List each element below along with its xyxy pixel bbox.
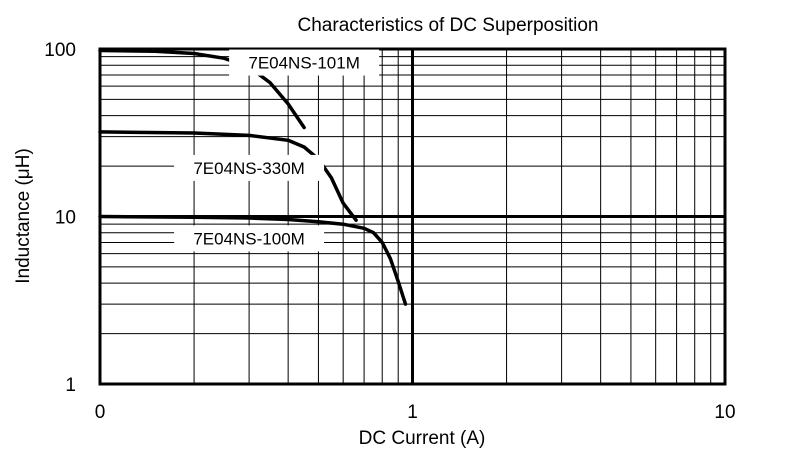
x-tick-label: 1 <box>407 402 418 423</box>
series-label-box <box>174 225 325 252</box>
chart-title: Characteristics of DC Superposition <box>298 15 599 36</box>
y-tick-label: 10 <box>55 208 76 229</box>
y-axis-label: Inductance (μH) <box>13 148 34 284</box>
series-label-box <box>229 49 380 76</box>
series-label-box <box>174 154 325 181</box>
y-tick-label: 100 <box>44 40 76 61</box>
y-tick-label: 1 <box>65 375 76 396</box>
series-line <box>98 214 408 306</box>
series-label: 7E04NS-100M <box>193 229 305 248</box>
x-axis-label: DC Current (A) <box>359 428 486 449</box>
series-labels: 7E04NS-101M 7E04NS-330M 7E04NS-100M <box>174 49 380 252</box>
series-line <box>98 130 358 222</box>
series-label: 7E04NS-101M <box>248 54 360 73</box>
x-tick-label: 0 <box>95 402 106 423</box>
series-label: 7E04NS-330M <box>193 159 305 178</box>
x-tick-label: 10 <box>714 402 735 423</box>
